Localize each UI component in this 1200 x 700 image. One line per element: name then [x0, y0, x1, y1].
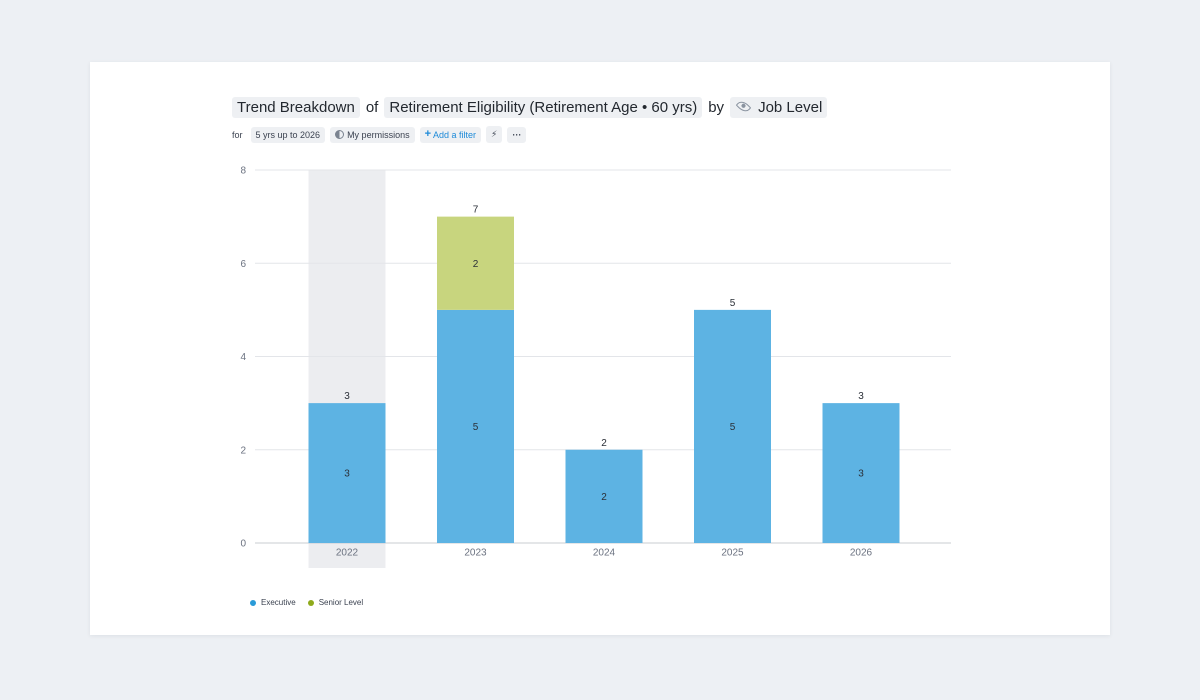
total-label-2022: 3 [344, 391, 350, 402]
period-filter[interactable]: 5 yrs up to 2026 [250, 126, 326, 143]
x-tick-2026: 2026 [850, 548, 873, 559]
bar-executive-2025[interactable] [694, 309, 771, 543]
data-label-executive-2023: 5 [473, 422, 479, 433]
bar-senior-level-2023[interactable] [437, 216, 514, 310]
bar-executive-2022[interactable] [308, 403, 386, 543]
data-label-senior-level-2023: 2 [473, 259, 479, 270]
chart-title-row: Trend Breakdown of Retirement Eligibilit… [232, 97, 828, 118]
title-by: by [708, 99, 725, 116]
y-tick-6: 6 [240, 259, 246, 270]
bar-executive-2026[interactable] [822, 403, 900, 543]
y-tick-2: 2 [240, 445, 246, 456]
legend-item-senior-level[interactable]: Senior Level [307, 598, 364, 607]
plus-icon: + [424, 128, 432, 140]
chart-card: Trend Breakdown of Retirement Eligibilit… [90, 62, 1110, 635]
metric-selector[interactable]: Trend Breakdown [232, 97, 360, 118]
legend-item-executive[interactable]: Executive [250, 598, 296, 607]
legend-dot-senior-level [307, 599, 314, 606]
lightning-button[interactable]: ⚡ [486, 126, 503, 143]
filter-for-label: for [232, 129, 243, 140]
x-tick-2024: 2024 [593, 548, 616, 559]
total-label-2026: 3 [858, 391, 864, 402]
legend-label-executive: Executive [261, 598, 296, 607]
data-label-executive-2026: 3 [858, 469, 864, 480]
total-label-2025: 5 [730, 298, 736, 309]
subject-selector[interactable]: Retirement Eligibility (Retirement Age •… [384, 97, 703, 118]
y-tick-0: 0 [240, 539, 246, 550]
data-label-executive-2024: 2 [601, 492, 607, 503]
legend-label-senior-level: Senior Level [318, 598, 364, 607]
permissions-label: My permissions [347, 129, 410, 140]
bar-executive-2023[interactable] [437, 309, 514, 543]
dimension-selector[interactable]: Job Level [730, 97, 828, 118]
permissions-icon [335, 130, 345, 139]
x-tick-2023: 2023 [464, 548, 487, 559]
chart-svg: 0 2 4 6 8 3 3 2022 5 2 7 2023 2 2 2024 5 5 2025 3 3 2026 [240, 166, 951, 568]
data-label-executive-2022: 3 [344, 469, 350, 480]
more-icon: ··· [512, 129, 522, 140]
total-label-2024: 2 [601, 438, 607, 449]
y-tick-4: 4 [240, 352, 246, 363]
legend: Executive Senior Level [250, 598, 375, 607]
add-filter-label: Add a filter [433, 129, 477, 140]
more-options-button[interactable]: ··· [507, 126, 527, 143]
y-tick-8: 8 [240, 166, 246, 177]
bar-executive-2024[interactable] [565, 449, 643, 543]
dimension-label: Job Level [758, 99, 823, 116]
total-label-2023: 7 [473, 205, 479, 216]
permissions-filter[interactable]: My permissions [330, 126, 415, 143]
title-of: of [365, 99, 379, 116]
add-filter-button[interactable]: + Add a filter [419, 126, 482, 143]
x-tick-2022: 2022 [336, 548, 359, 559]
legend-dot-executive [250, 599, 256, 606]
filter-row: for 5 yrs up to 2026 My permissions + Add… [232, 126, 527, 143]
lightning-icon: ⚡ [491, 129, 498, 139]
data-label-executive-2025: 5 [730, 422, 736, 433]
x-tick-2025: 2025 [721, 548, 744, 559]
